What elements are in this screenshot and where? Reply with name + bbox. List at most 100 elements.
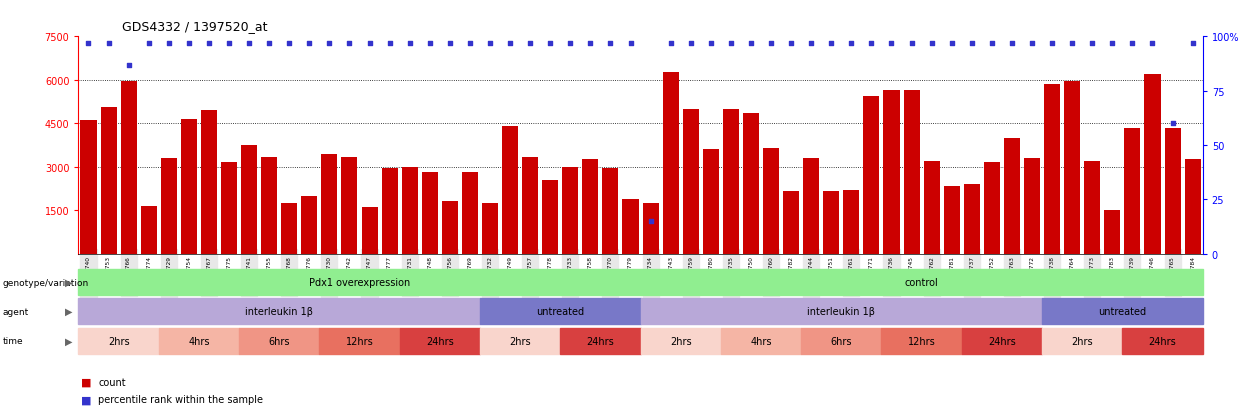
- Text: 2hrs: 2hrs: [670, 336, 691, 346]
- Point: [862, 40, 881, 47]
- Point: [219, 40, 239, 47]
- Text: untreated: untreated: [1098, 306, 1147, 316]
- Bar: [141, 206, 157, 254]
- Bar: [1045, 85, 1061, 254]
- Bar: [200, 111, 217, 254]
- Bar: [642, 204, 659, 254]
- Bar: [964, 185, 980, 254]
- Point: [962, 40, 982, 47]
- Point: [360, 40, 380, 47]
- Point: [78, 40, 98, 47]
- Point: [520, 40, 540, 47]
- Bar: [422, 173, 438, 254]
- Text: 24hrs: 24hrs: [989, 336, 1016, 346]
- Point: [98, 40, 118, 47]
- Point: [901, 40, 921, 47]
- Point: [1022, 40, 1042, 47]
- Bar: [1084, 161, 1101, 254]
- Point: [380, 40, 400, 47]
- Point: [881, 40, 901, 47]
- Point: [822, 40, 842, 47]
- Point: [701, 40, 721, 47]
- Bar: [361, 208, 377, 254]
- Bar: [843, 190, 859, 254]
- Text: 2hrs: 2hrs: [108, 336, 129, 346]
- Point: [802, 40, 822, 47]
- Bar: [281, 204, 298, 254]
- Bar: [502, 127, 518, 254]
- Bar: [583, 160, 599, 254]
- Point: [842, 40, 862, 47]
- Text: 6hrs: 6hrs: [269, 336, 290, 346]
- Point: [741, 40, 761, 47]
- Point: [138, 40, 158, 47]
- Bar: [863, 97, 879, 254]
- Bar: [603, 169, 619, 254]
- Point: [199, 40, 219, 47]
- Bar: [682, 109, 698, 254]
- Point: [500, 40, 520, 47]
- Point: [159, 40, 179, 47]
- Text: ▶: ▶: [65, 336, 72, 346]
- Bar: [1144, 75, 1160, 254]
- Point: [1183, 40, 1203, 47]
- Bar: [301, 196, 317, 254]
- Point: [560, 40, 580, 47]
- Bar: [723, 109, 740, 254]
- Text: control: control: [905, 278, 939, 287]
- Text: 24hrs: 24hrs: [586, 336, 614, 346]
- Bar: [1064, 82, 1081, 254]
- Bar: [220, 163, 237, 254]
- Text: agent: agent: [2, 307, 29, 316]
- Bar: [823, 192, 839, 254]
- Bar: [702, 150, 718, 254]
- Point: [1102, 40, 1122, 47]
- Point: [1002, 40, 1022, 47]
- Bar: [763, 148, 779, 254]
- Point: [1082, 40, 1102, 47]
- Bar: [563, 167, 579, 254]
- Bar: [1124, 128, 1140, 254]
- Bar: [1023, 159, 1040, 254]
- Text: untreated: untreated: [537, 306, 584, 316]
- Bar: [904, 91, 920, 254]
- Text: 2hrs: 2hrs: [509, 336, 530, 346]
- Text: 12hrs: 12hrs: [908, 336, 935, 346]
- Point: [600, 40, 620, 47]
- Bar: [743, 114, 759, 254]
- Bar: [161, 159, 177, 254]
- Text: 24hrs: 24hrs: [1149, 336, 1177, 346]
- Text: 2hrs: 2hrs: [1072, 336, 1093, 346]
- Text: ▶: ▶: [65, 278, 72, 287]
- Bar: [462, 173, 478, 254]
- Point: [320, 40, 340, 47]
- Bar: [402, 167, 418, 254]
- Point: [941, 40, 961, 47]
- Text: interleukin 1β: interleukin 1β: [245, 306, 314, 316]
- Text: ■: ■: [81, 394, 91, 404]
- Point: [239, 40, 259, 47]
- Text: ■: ■: [81, 377, 91, 387]
- Text: 4hrs: 4hrs: [188, 336, 209, 346]
- Bar: [1184, 160, 1200, 254]
- Bar: [1164, 128, 1180, 254]
- Bar: [242, 146, 258, 254]
- Bar: [1003, 138, 1020, 254]
- Text: count: count: [98, 377, 126, 387]
- Bar: [944, 186, 960, 254]
- Bar: [482, 204, 498, 254]
- Text: 6hrs: 6hrs: [830, 336, 852, 346]
- Bar: [321, 154, 337, 254]
- Bar: [542, 180, 558, 254]
- Point: [118, 62, 138, 69]
- Point: [420, 40, 439, 47]
- Point: [481, 40, 500, 47]
- Point: [400, 40, 420, 47]
- Bar: [884, 91, 900, 254]
- Bar: [1104, 211, 1120, 254]
- Text: interleukin 1β: interleukin 1β: [807, 306, 875, 316]
- Point: [1123, 40, 1143, 47]
- Bar: [984, 163, 1000, 254]
- Point: [761, 40, 781, 47]
- Point: [982, 40, 1002, 47]
